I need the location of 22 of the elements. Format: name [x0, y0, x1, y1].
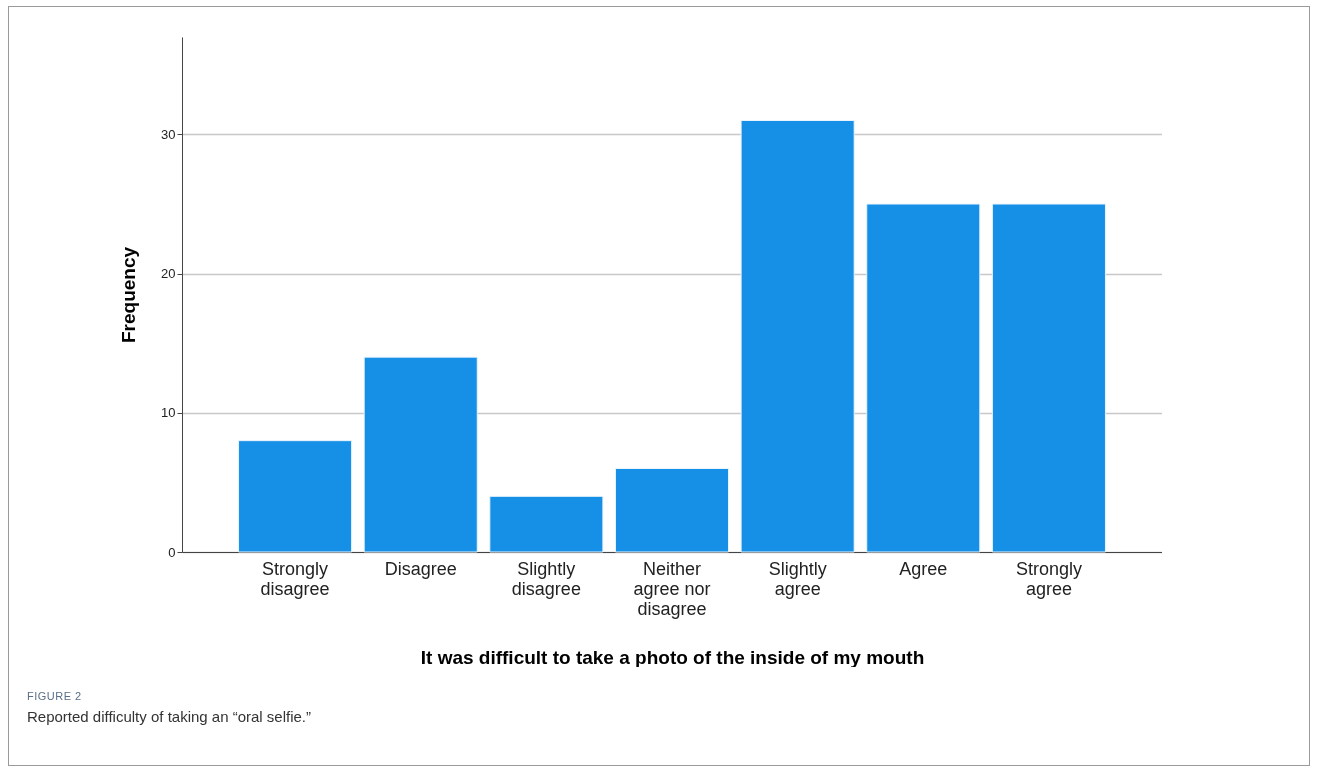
bar	[740, 120, 855, 553]
bar	[238, 440, 353, 553]
x-tick-label: Agree	[899, 558, 948, 579]
x-tick-label: Slightly disagree	[511, 558, 581, 599]
bar	[614, 467, 730, 553]
x-axis-title: It was difficult to take a photo of the inside of my mouth	[420, 646, 925, 668]
y-tick-label: 30	[161, 126, 176, 142]
caption: FIGURE 2	[27, 690, 83, 702]
y-axis-title: Frequency	[118, 246, 140, 344]
bar	[866, 203, 981, 553]
bar	[489, 495, 604, 553]
text: Reported difficulty of taking an “oral selfie.”	[27, 708, 312, 725]
x-tick-label: Neither agree nor disagree	[633, 558, 711, 619]
y-tick-label: 0	[168, 544, 176, 560]
x-tick-label: Disagree	[384, 558, 457, 579]
x-tick-label: Slightly agree	[768, 558, 827, 599]
bar	[991, 203, 1106, 553]
y-tick-label: 10	[161, 405, 176, 421]
y-tick-label: 20	[161, 266, 176, 282]
x-tick-label: Strongly disagree	[260, 558, 330, 599]
x-tick-label: Strongly agree	[1015, 558, 1082, 599]
bar	[363, 356, 478, 553]
